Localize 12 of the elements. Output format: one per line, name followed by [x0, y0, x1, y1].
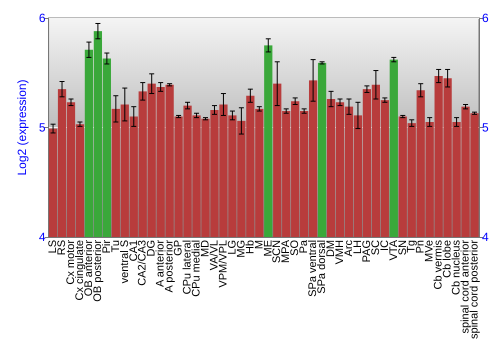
x-tick-label: Arc — [342, 239, 355, 256]
y2-tick-label: 6 — [482, 11, 489, 25]
x-tick-label: IC — [378, 240, 391, 251]
x-tick-label: spinal cord posterior — [468, 240, 481, 340]
y-tick-label: 6 — [38, 11, 46, 25]
y-tick-label: 5 — [38, 120, 46, 134]
x-tick-label: Tg — [406, 240, 418, 253]
y2-tick-label: 4 — [482, 230, 489, 244]
y-tick-label: 4 — [38, 230, 46, 244]
x-tick-label: A posterior — [164, 240, 176, 293]
y2-tick-label: 5 — [482, 120, 489, 134]
y-axis-title: Log2 (expression) — [15, 79, 29, 176]
